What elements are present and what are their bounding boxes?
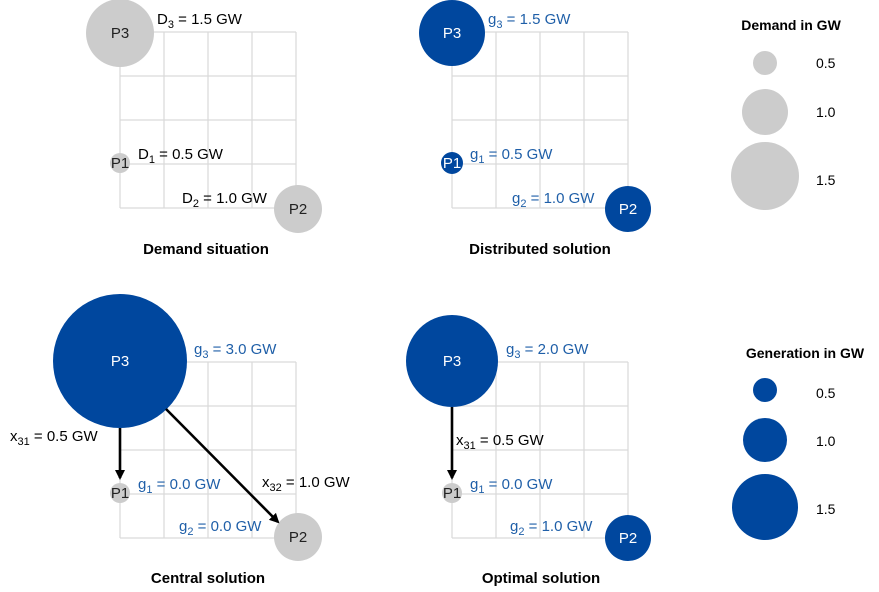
- node-p2: [274, 513, 322, 561]
- caption-optimal: Optimal solution: [482, 570, 600, 587]
- node-p2-label: P2: [289, 529, 307, 546]
- legend-demand: Demand in GW 0.5 1.0 1.5: [731, 17, 842, 210]
- legend-generation-swatch-3: [732, 474, 798, 540]
- panel-distributed: P3 P1 P2 g3 = 1.5 GW g1 = 0.5 GW g2 = 1.…: [419, 0, 651, 258]
- node-p1-label: P1: [111, 485, 129, 502]
- node-p2: [605, 515, 651, 561]
- generation-p1-label: g1 = 0.0 GW: [470, 476, 553, 496]
- generation-p3-label: g3 = 3.0 GW: [194, 341, 277, 361]
- legend-generation-swatch-2: [743, 418, 787, 462]
- node-p2-label: P2: [619, 530, 637, 547]
- node-p1: [110, 153, 130, 173]
- flow-31-label: x31 = 0.5 GW: [10, 428, 99, 448]
- grid: [119, 31, 297, 209]
- generation-p3-label: g3 = 2.0 GW: [506, 341, 589, 361]
- panel-optimal: P3 P1 P2 g3 = 2.0 GW g1 = 0.0 GW g2 = 1.…: [406, 315, 651, 587]
- legend-generation-value-2: 1.0: [816, 433, 836, 449]
- node-p1: [110, 483, 130, 503]
- node-p1-label: P1: [111, 155, 129, 172]
- legend-demand-swatch-2: [742, 89, 788, 135]
- legend-generation-value-3: 1.5: [816, 501, 836, 517]
- legend-generation-value-1: 0.5: [816, 385, 836, 401]
- grid: [451, 31, 629, 209]
- caption-demand: Demand situation: [143, 241, 269, 258]
- caption-central: Central solution: [151, 570, 265, 587]
- generation-p1-label: g1 = 0.5 GW: [470, 146, 553, 166]
- node-p1-label: P1: [443, 485, 461, 502]
- generation-p2-label: g2 = 0.0 GW: [179, 518, 262, 538]
- demand-p1-label: D1 = 0.5 GW: [138, 146, 224, 166]
- generation-p3-label: g3 = 1.5 GW: [488, 11, 571, 31]
- panel-demand: P3 P1 P2 D3 = 1.5 GW D1 = 0.5 GW D2 = 1.…: [86, 0, 322, 258]
- generation-p2-label: g2 = 1.0 GW: [512, 190, 595, 210]
- node-p3-label: P3: [443, 353, 461, 370]
- legend-demand-value-1: 0.5: [816, 55, 836, 71]
- node-p1: [441, 152, 463, 174]
- node-p3: [406, 315, 498, 407]
- node-p2-label: P2: [289, 201, 307, 218]
- demand-p2-label: D2 = 1.0 GW: [182, 190, 268, 210]
- node-p2-label: P2: [619, 201, 637, 218]
- node-p3-label: P3: [443, 25, 461, 42]
- legend-demand-value-3: 1.5: [816, 172, 836, 188]
- legend-demand-swatch-3: [731, 142, 799, 210]
- demand-p3-label: D3 = 1.5 GW: [157, 11, 243, 31]
- node-p1: [442, 483, 462, 503]
- flow-31-label: x31 = 0.5 GW: [456, 432, 545, 452]
- legend-generation-swatch-1: [753, 378, 777, 402]
- legend-generation: Generation in GW 0.5 1.0 1.5: [732, 345, 865, 540]
- node-p2: [274, 185, 322, 233]
- node-p3: [86, 0, 154, 67]
- legend-demand-swatch-1: [753, 51, 777, 75]
- panel-central: P3 P1 P2 g3 = 3.0 GW g1 = 0.0 GW g2 = 0.…: [10, 294, 351, 587]
- legend-demand-title: Demand in GW: [741, 17, 841, 33]
- node-p3: [53, 294, 187, 428]
- node-p2: [605, 186, 651, 232]
- generation-p1-label: g1 = 0.0 GW: [138, 476, 221, 496]
- caption-distributed: Distributed solution: [469, 241, 611, 258]
- node-p3-label: P3: [111, 353, 129, 370]
- node-p3-label: P3: [111, 25, 129, 42]
- legend-generation-title: Generation in GW: [746, 345, 865, 361]
- node-p1-label: P1: [443, 155, 461, 172]
- generation-p2-label: g2 = 1.0 GW: [510, 518, 593, 538]
- legend-demand-value-2: 1.0: [816, 104, 836, 120]
- flow-arrow-32: [165, 408, 280, 524]
- flow-32-label: x32 = 1.0 GW: [262, 474, 351, 494]
- node-p3: [419, 0, 485, 66]
